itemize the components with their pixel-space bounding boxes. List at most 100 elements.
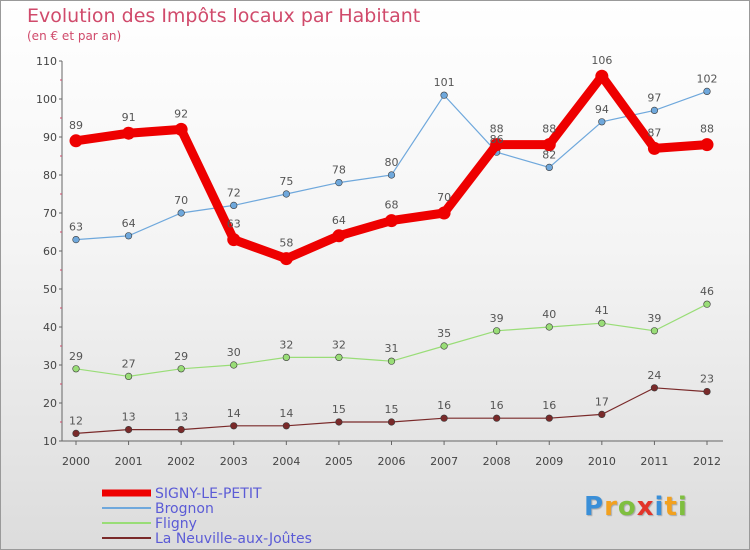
legend-signy-le-petit-label: SIGNY-LE-PETIT	[155, 486, 262, 502]
series-fligny-point	[493, 327, 501, 335]
series-signy-le-petit-data-label: 88	[542, 123, 556, 136]
series-fligny-point	[545, 323, 553, 331]
series-brognon-data-label: 86	[490, 133, 504, 146]
series-fligny-line	[75, 303, 708, 378]
series-fligny-point	[72, 365, 80, 373]
series-brognon-point	[545, 163, 553, 171]
series-la-neuville-aux-jo-tes-data-label: 13	[122, 411, 136, 424]
series-brognon-data-label: 72	[227, 186, 241, 199]
series-la-neuville-aux-jo-tes-point	[230, 422, 238, 430]
series-signy-le-petit-point	[69, 134, 83, 148]
y-tick-label: 50	[43, 283, 57, 296]
series-la-neuville-aux-jo-tes-point	[335, 418, 343, 426]
logo-letter: i	[654, 492, 665, 522]
series-brognon-point	[335, 179, 343, 187]
series-la-neuville-aux-jo-tes-data-label: 15	[332, 403, 346, 416]
series-la-neuville-aux-jo-tes-data-label: 12	[69, 414, 83, 427]
series-la-neuville-aux-jo-tes-point	[177, 426, 185, 434]
series-la-neuville-aux-jo-tes-data-label: 16	[490, 399, 504, 412]
series-brognon-data-label: 63	[69, 221, 83, 234]
series-signy-le-petit-point	[227, 233, 241, 247]
series-la-neuville-aux-jo-tes-point	[545, 414, 553, 422]
series-signy-le-petit-data-label: 63	[227, 218, 241, 231]
series-fligny-point	[230, 361, 238, 369]
x-tick-label: 2002	[167, 455, 195, 468]
logo-letter: t	[664, 492, 678, 522]
series-brognon-data-label: 97	[647, 91, 661, 104]
legend-la-neuville-aux-jo-tes-label: La Neuville-aux-Joûtes	[155, 531, 312, 547]
series-fligny-point	[387, 357, 396, 365]
x-tick-label: 2005	[325, 455, 353, 468]
series-la-neuville-aux-jo-tes-point	[387, 418, 396, 426]
y-tick-label: 110	[36, 55, 57, 68]
series-fligny-point	[650, 327, 659, 335]
series-brognon-point	[124, 232, 133, 240]
y-tick-label: 90	[43, 131, 57, 144]
series-la-neuville-aux-jo-tes-data-label: 16	[437, 399, 451, 412]
series-brognon-data-label: 64	[122, 217, 136, 230]
y-tick-label: 80	[43, 169, 57, 182]
series-signy-le-petit-data-label: 64	[332, 214, 346, 227]
series-brognon-point	[650, 106, 659, 114]
x-tick-label: 2012	[693, 455, 721, 468]
series-signy-le-petit-data-label: 89	[69, 119, 83, 132]
series-fligny-data-label: 30	[227, 346, 241, 359]
chart-title: Evolution des Impôts locaux par Habitant	[27, 5, 421, 27]
chart-subtitle: (en € et par an)	[27, 29, 122, 43]
series-fligny-data-label: 35	[437, 327, 451, 340]
series-la-neuville-aux-jo-tes-data-label: 14	[279, 407, 293, 420]
series-signy-le-petit-point	[279, 252, 293, 266]
x-tick-label: 2010	[588, 455, 616, 468]
series-fligny-data-label: 40	[542, 308, 556, 321]
series-signy-le-petit-point	[174, 122, 188, 136]
series-fligny-point	[598, 319, 606, 327]
y-tick-label: 30	[43, 359, 57, 372]
series-fligny-point	[335, 353, 343, 362]
series-fligny-data-label: 31	[385, 342, 399, 355]
series-signy-le-petit-data-label: 92	[174, 107, 188, 120]
series-fligny-data-label: 32	[279, 338, 293, 351]
series-fligny-point	[124, 372, 133, 381]
series-brognon-data-label: 80	[385, 156, 399, 169]
logo-letter: x	[636, 492, 655, 522]
series-signy-le-petit-point	[647, 141, 661, 155]
series-brognon-point	[230, 201, 238, 209]
series-fligny-data-label: 39	[647, 312, 661, 325]
series-signy-le-petit-point	[122, 126, 136, 140]
legend-fligny-label: Fligny	[155, 516, 197, 532]
series-la-neuville-aux-jo-tes-point	[440, 414, 448, 422]
series-fligny-data-label: 32	[332, 338, 346, 351]
series-brognon-data-label: 102	[697, 72, 718, 85]
series-la-neuville-aux-jo-tes-point	[124, 426, 133, 434]
series-fligny-data-label: 29	[69, 350, 83, 363]
x-tick-label: 2011	[640, 455, 668, 468]
series-brognon-point	[703, 87, 711, 95]
x-tick-label: 2000	[62, 455, 90, 468]
series-brognon-point	[387, 171, 396, 179]
series-la-neuville-aux-jo-tes-point	[650, 384, 659, 392]
y-tick-label: 20	[43, 397, 57, 410]
series-la-neuville-aux-jo-tes-data-label: 23	[700, 373, 714, 386]
x-tick-label: 2006	[378, 455, 406, 468]
logo-letter: r	[604, 492, 618, 522]
series-fligny-point	[440, 342, 448, 350]
x-tick-label: 2003	[220, 455, 248, 468]
y-tick-label: 70	[43, 207, 57, 220]
series-fligny-data-label: 27	[122, 357, 136, 370]
series-fligny-data-label: 46	[700, 285, 714, 298]
series-brognon-point	[72, 236, 80, 244]
series-brognon-data-label: 94	[595, 103, 609, 116]
series-signy-le-petit-data-label: 87	[647, 126, 661, 139]
series-signy-le-petit-data-label: 58	[279, 237, 293, 250]
series-brognon-data-label: 78	[332, 164, 346, 177]
series-la-neuville-aux-jo-tes-point	[703, 388, 711, 396]
proxiti-logo: Proxiti	[584, 492, 688, 522]
series-signy-le-petit-data-label: 70	[437, 191, 451, 204]
series-brognon-point	[598, 118, 606, 126]
series-signy-le-petit-point	[700, 138, 714, 152]
series-la-neuville-aux-jo-tes-point	[282, 422, 290, 430]
series-la-neuville-aux-jo-tes-data-label: 15	[385, 403, 399, 416]
logo-letter: i	[677, 492, 688, 522]
series-brognon-data-label: 70	[174, 194, 188, 207]
